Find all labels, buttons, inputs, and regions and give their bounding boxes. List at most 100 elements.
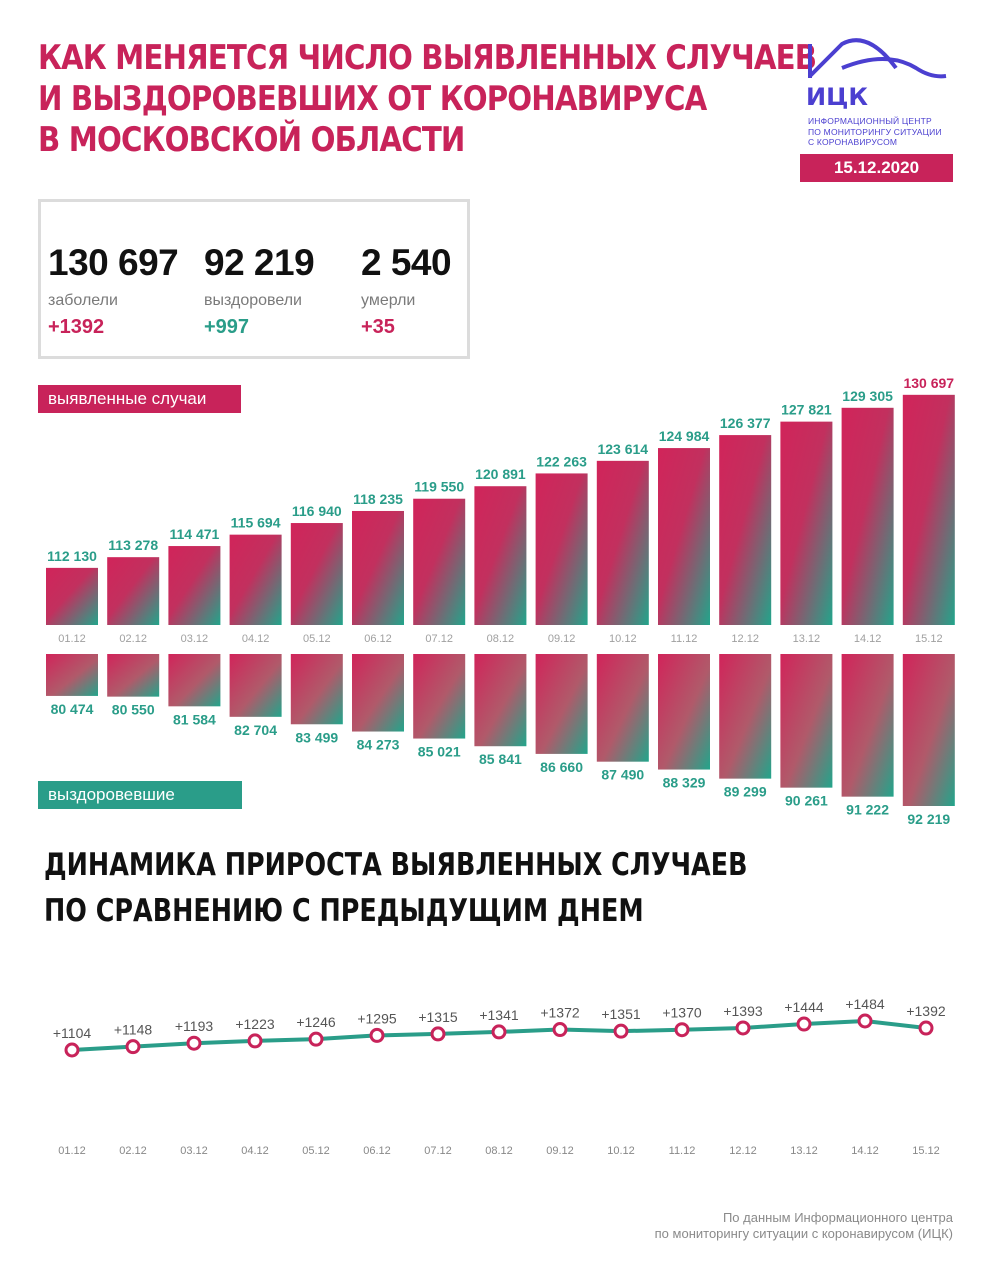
growth-point bbox=[491, 1024, 507, 1040]
growth-x-tick-label: 05.12 bbox=[302, 1145, 330, 1157]
growth-value-label: +1193 bbox=[175, 1018, 213, 1034]
cases-bar-value-label: 119 550 bbox=[414, 479, 464, 495]
growth-value-label: +1444 bbox=[784, 999, 824, 1015]
recovered-bar bbox=[46, 654, 98, 696]
cases-bar bbox=[902, 394, 955, 625]
recovered-bar bbox=[902, 654, 955, 806]
cases-bar-value-label: 113 278 bbox=[108, 537, 158, 553]
growth-point bbox=[369, 1027, 385, 1043]
growth-line-chart: +1104 01.12 +1148 02.12 +1193 03.12 +1223 04.12… bbox=[53, 996, 946, 1157]
recovered-bar bbox=[780, 654, 833, 788]
growth-point bbox=[735, 1020, 751, 1036]
stat-died-label: умерли bbox=[361, 292, 416, 309]
cases-bar bbox=[290, 523, 343, 625]
cases-bar bbox=[413, 498, 466, 625]
growth-title: ДИНАМИКА ПРИРОСТА ВЫЯВЛЕННЫХ СЛУЧАЕВ ПО … bbox=[44, 842, 747, 934]
cases-bar bbox=[229, 534, 282, 625]
recovered-section-label: выздоровевшие bbox=[38, 781, 242, 809]
recovered-bar-chart: 80 474 80 550 81 584 82 704 83 499 84 273 85 0… bbox=[46, 654, 955, 827]
recovered-bar-value-label: 83 499 bbox=[295, 729, 338, 745]
stat-died-delta: +35 bbox=[361, 316, 395, 338]
cases-bar-value-label: 115 694 bbox=[231, 515, 281, 531]
stat-sick: 130 697 заболели +1392 bbox=[48, 242, 179, 339]
growth-value-label: +1315 bbox=[418, 1009, 458, 1025]
cases-bar-value-label: 127 821 bbox=[781, 402, 832, 418]
footer-source: По данным Информационного центра по мони… bbox=[655, 1210, 953, 1242]
growth-value-label: +1370 bbox=[662, 1005, 702, 1021]
cases-x-tick-label: 03.12 bbox=[181, 633, 209, 645]
growth-value-label: +1223 bbox=[235, 1016, 275, 1032]
recovered-bar bbox=[229, 654, 282, 717]
recovered-bar bbox=[168, 654, 221, 707]
recovered-bar-value-label: 86 660 bbox=[540, 759, 583, 775]
growth-point bbox=[552, 1022, 568, 1038]
cases-bar bbox=[841, 407, 894, 625]
cases-x-tick-label: 13.12 bbox=[793, 633, 821, 645]
cases-x-tick-label: 10.12 bbox=[609, 633, 637, 645]
growth-value-label: +1351 bbox=[601, 1006, 641, 1022]
stats-box: 130 697 заболели +1392 92 219 выздоровел… bbox=[38, 199, 470, 359]
growth-x-tick-label: 07.12 bbox=[424, 1145, 452, 1157]
growth-x-tick-label: 11.12 bbox=[669, 1145, 696, 1157]
cases-x-tick-label: 02.12 bbox=[119, 633, 147, 645]
recovered-bar-value-label: 87 490 bbox=[601, 767, 644, 783]
growth-value-label: +1341 bbox=[479, 1007, 519, 1023]
cases-bar bbox=[780, 421, 833, 625]
recovered-bar bbox=[719, 654, 772, 779]
growth-point bbox=[796, 1016, 812, 1032]
cases-bar bbox=[107, 557, 160, 625]
cases-x-tick-label: 09.12 bbox=[548, 633, 576, 645]
stat-recovered-label: выздоровели bbox=[204, 292, 302, 309]
title-line: В МОСКОВСКОЙ ОБЛАСТИ bbox=[38, 120, 465, 160]
growth-point bbox=[674, 1022, 690, 1038]
stat-sick-label: заболели bbox=[48, 292, 118, 309]
growth-point bbox=[247, 1033, 263, 1049]
growth-point bbox=[918, 1020, 934, 1036]
cases-bar bbox=[658, 448, 710, 625]
cases-x-tick-label: 06.12 bbox=[364, 633, 392, 645]
cases-x-tick-label: 01.12 bbox=[58, 633, 86, 645]
growth-x-tick-label: 10.12 bbox=[607, 1145, 635, 1157]
cases-section-label: выявленные случаи bbox=[38, 385, 241, 413]
cases-x-tick-label: 04.12 bbox=[242, 633, 270, 645]
growth-x-tick-label: 01.12 bbox=[58, 1145, 86, 1157]
growth-point bbox=[125, 1039, 141, 1055]
cases-x-tick-label: 15.12 bbox=[915, 633, 943, 645]
growth-point bbox=[64, 1042, 80, 1058]
recovered-bar bbox=[352, 654, 404, 732]
growth-value-label: +1484 bbox=[845, 996, 885, 1012]
growth-point bbox=[430, 1026, 446, 1042]
stat-sick-value: 130 697 bbox=[48, 242, 179, 283]
footer-line: По данным Информационного центра bbox=[722, 1210, 953, 1225]
cases-bar-chart: 112 130 01.12 113 278 02.12 114 471 03.12 115 … bbox=[46, 375, 955, 645]
recovered-bar bbox=[474, 654, 527, 747]
logo-subtitle-line: ИНФОРМАЦИОННЫЙ ЦЕНТР bbox=[808, 116, 932, 126]
recovered-bar-value-label: 84 273 bbox=[357, 737, 400, 753]
recovered-bar bbox=[658, 654, 710, 770]
growth-point bbox=[308, 1031, 324, 1047]
cases-bar-value-label: 118 235 bbox=[353, 491, 403, 507]
growth-title-line: ДИНАМИКА ПРИРОСТА ВЫЯВЛЕННЫХ СЛУЧАЕВ bbox=[44, 847, 748, 883]
growth-x-tick-label: 08.12 bbox=[485, 1145, 513, 1157]
growth-value-label: +1392 bbox=[906, 1003, 946, 1019]
growth-title-line: ПО СРАВНЕНИЮ С ПРЕДЫДУЩИМ ДНЕМ bbox=[44, 893, 644, 929]
recovered-bar bbox=[841, 654, 894, 797]
cases-x-tick-label: 12.12 bbox=[731, 633, 759, 645]
growth-x-tick-label: 02.12 bbox=[119, 1145, 147, 1157]
cases-bar-value-label: 129 305 bbox=[842, 388, 893, 404]
cases-bar bbox=[535, 473, 588, 625]
recovered-bar-value-label: 85 021 bbox=[418, 744, 461, 760]
growth-value-label: +1372 bbox=[540, 1005, 580, 1021]
growth-value-label: +1148 bbox=[114, 1022, 152, 1038]
cases-bar-value-label: 114 471 bbox=[169, 526, 219, 542]
cases-bar bbox=[352, 510, 404, 625]
cases-bar bbox=[474, 486, 527, 625]
cases-bar-value-label: 130 697 bbox=[903, 375, 954, 391]
recovered-bar bbox=[107, 654, 160, 697]
recovered-bar-value-label: 89 299 bbox=[724, 784, 767, 800]
logo-icon bbox=[808, 38, 947, 79]
recovered-bar bbox=[290, 654, 343, 725]
recovered-bar-value-label: 80 550 bbox=[112, 702, 155, 718]
growth-point bbox=[857, 1013, 873, 1029]
